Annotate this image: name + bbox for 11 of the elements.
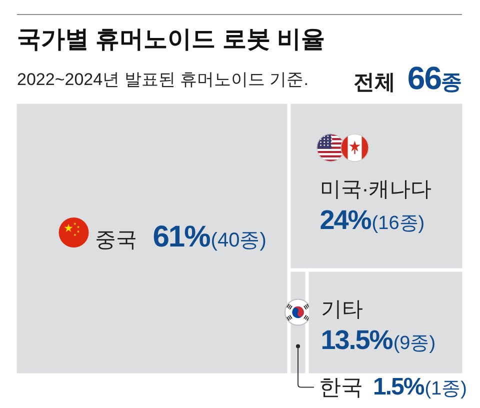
category-label: 기타 (320, 297, 363, 320)
data-label: 61%(40종) (152, 220, 266, 253)
text: 국가별 휴머노이드 로봇 비율 (17, 25, 326, 55)
text: 2022~2024년 발표된 휴머노이드 기준. (17, 69, 308, 91)
category-label: 중국 (94, 228, 137, 251)
category-label: 한국 (319, 374, 363, 399)
data-label: 1.5%(1종) (373, 372, 467, 400)
data-label: 24%(16종) (320, 204, 425, 234)
data-label: 13.5%(9종) (320, 324, 436, 354)
text: 전체 66종 (353, 60, 462, 96)
category-label: 미국·캐나다 (320, 177, 432, 200)
